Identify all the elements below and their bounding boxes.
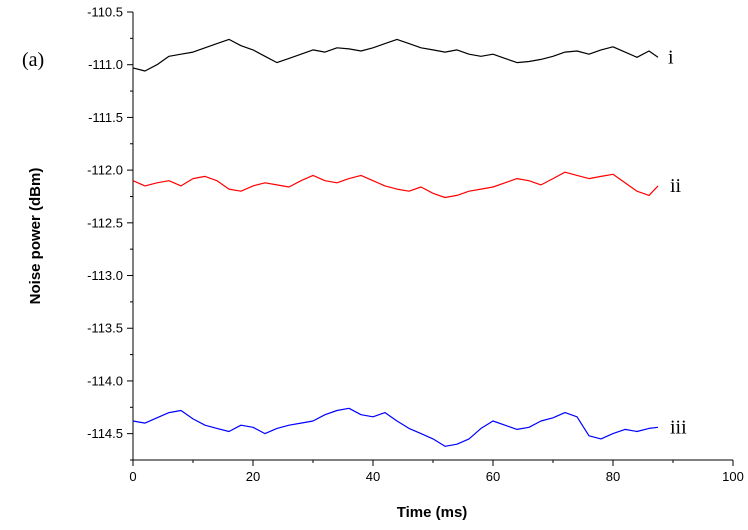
y-tick-label: -112.5 xyxy=(87,215,123,230)
y-tick-label: -114.5 xyxy=(87,426,123,441)
series-line-ii xyxy=(132,171,659,199)
x-tick-label: 0 xyxy=(129,469,136,484)
x-tick-label: 20 xyxy=(246,469,260,484)
y-tick-label: -113.5 xyxy=(87,321,123,336)
y-tick-label: -113.0 xyxy=(87,268,123,283)
x-axis-title: Time (ms) xyxy=(397,504,468,521)
series-label-iii: iii xyxy=(670,416,687,438)
series-label-i: i xyxy=(668,46,674,68)
y-tick-label: -110.5 xyxy=(87,5,123,20)
x-tick-label: 80 xyxy=(606,469,620,484)
x-tick-label: 40 xyxy=(366,469,380,484)
y-tick-label: -111.5 xyxy=(88,110,123,125)
y-tick-label: -112.0 xyxy=(87,163,123,178)
axes: 0 20 40 60 80 100 -110.5 -111.0 -111.5 -112.0 -112… xyxy=(87,5,744,485)
y-axis-title: Noise power (dBm) xyxy=(27,168,44,305)
series-line-i xyxy=(132,38,659,72)
series-label-ii: ii xyxy=(670,175,682,197)
panel-label: (a) xyxy=(22,49,44,71)
y-tick-label: -114.0 xyxy=(87,373,123,388)
x-tick-label: 100 xyxy=(722,469,744,484)
y-tick-label: -111.0 xyxy=(88,57,123,72)
x-tick-label: 60 xyxy=(486,469,500,484)
series-line-iii xyxy=(132,407,659,447)
